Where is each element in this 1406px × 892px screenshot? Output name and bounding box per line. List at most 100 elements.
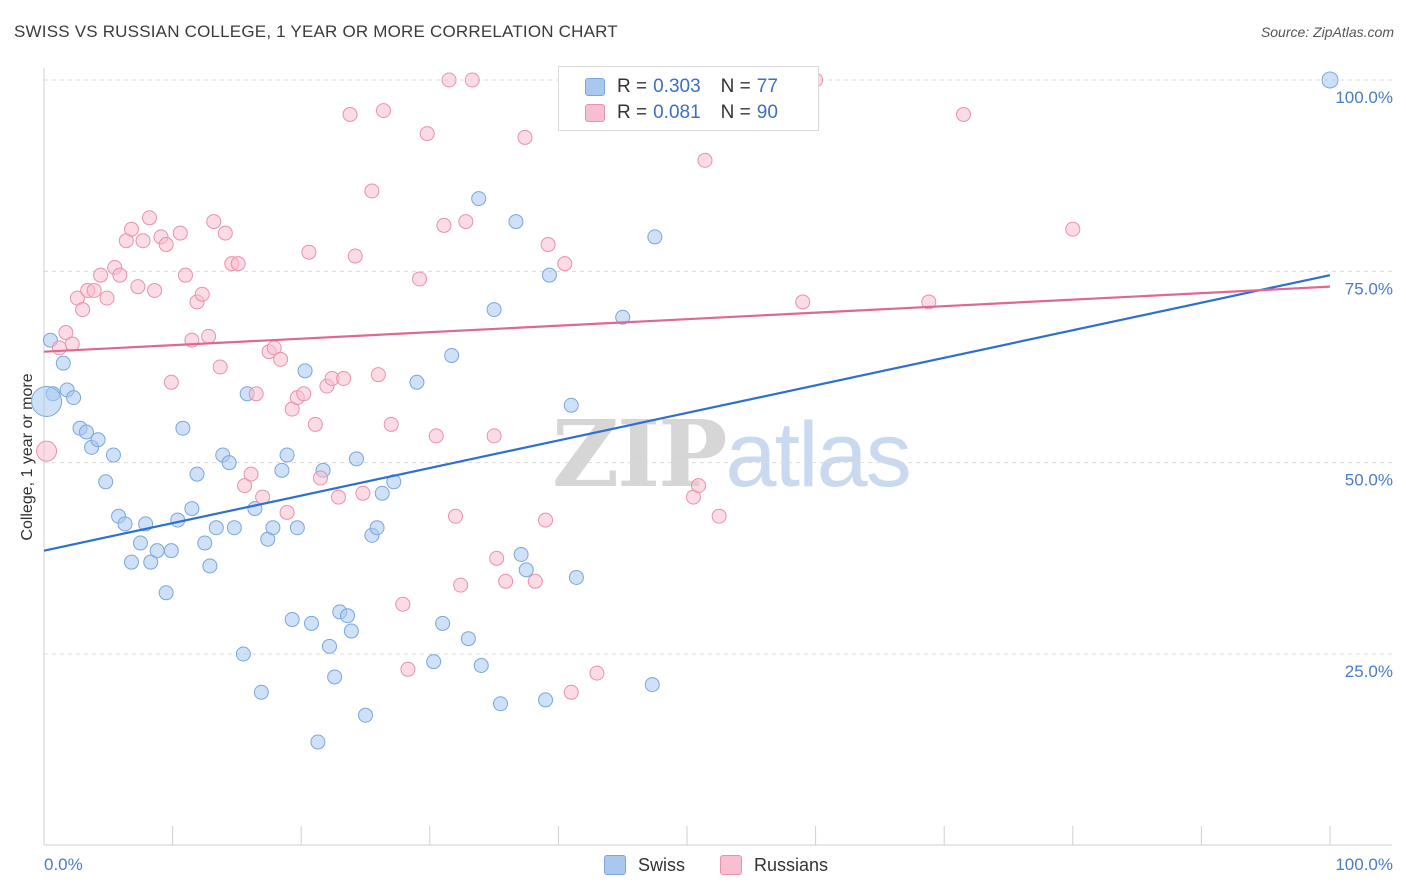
russians-point: [383, 416, 399, 432]
russians-point: [99, 290, 115, 306]
legend-n-value: 77: [756, 76, 778, 97]
swiss-point: [31, 385, 63, 417]
russians-point: [540, 237, 556, 253]
swiss-point: [184, 501, 200, 517]
swiss-point: [123, 554, 139, 570]
swiss-point: [117, 516, 133, 532]
legend-r-value: 0.303: [653, 76, 701, 97]
russians-point: [486, 428, 502, 444]
swiss-point: [55, 355, 71, 371]
swiss-point: [78, 424, 94, 440]
russians-point: [517, 129, 533, 145]
legend-row-russians: R = 0.081 N = 90: [585, 101, 778, 125]
swiss-point: [508, 214, 524, 230]
russians-point: [230, 256, 246, 272]
russians-point: [448, 508, 464, 524]
russians-point: [147, 282, 163, 298]
y-tick-label: 25.0%: [1345, 662, 1393, 681]
swiss-point: [202, 558, 218, 574]
swiss-point: [303, 615, 319, 631]
russians-point: [441, 72, 457, 88]
swiss-point: [444, 348, 460, 364]
correlation-legend: R = 0.303 N = 77 R = 0.081 N = 90: [558, 66, 819, 131]
russians-point: [141, 210, 157, 226]
series-swatch-swiss: [604, 855, 626, 875]
legend-swatch-russians: [585, 104, 605, 122]
series-swatch-russians: [720, 855, 742, 875]
russians-point: [557, 256, 573, 272]
russians-point: [212, 359, 228, 375]
russians-point: [489, 550, 505, 566]
swiss-point: [226, 520, 242, 536]
swiss-point: [297, 363, 313, 379]
russians-point: [1065, 221, 1081, 237]
swiss-point: [563, 397, 579, 413]
russians-point: [296, 386, 312, 402]
russians-point: [428, 428, 444, 444]
y-tick-label: 50.0%: [1345, 471, 1393, 490]
russians-point: [237, 478, 253, 494]
russians-point: [563, 684, 579, 700]
swiss-point: [435, 615, 451, 631]
swiss-point: [143, 554, 159, 570]
legend-n-label: N =: [720, 102, 751, 123]
chart-title: SWISS VS RUSSIAN COLLEGE, 1 YEAR OR MORE…: [14, 22, 618, 41]
swiss-point: [253, 684, 269, 700]
legend-r-label: R =: [617, 76, 648, 97]
russians-point: [177, 267, 193, 283]
legend-r-label: R =: [617, 102, 648, 123]
swiss-point: [486, 302, 502, 318]
russians-point: [453, 577, 469, 593]
swiss-point: [163, 543, 179, 559]
russians-point: [135, 233, 151, 249]
russians-point: [711, 508, 727, 524]
russians-point: [376, 103, 392, 119]
russians-point: [370, 367, 386, 383]
chart-source: Source: ZipAtlas.com: [1260, 24, 1394, 40]
y-tick-label: 75.0%: [1345, 279, 1393, 298]
russians-point: [412, 271, 428, 287]
russians-point: [691, 478, 707, 494]
russians-point: [273, 351, 289, 367]
legend-row-swiss: R = 0.303 N = 77: [585, 75, 778, 99]
russians-point: [86, 282, 102, 298]
swiss-point: [132, 535, 148, 551]
swiss-point: [358, 707, 373, 723]
russians-point: [527, 573, 543, 589]
swiss-point: [339, 608, 355, 624]
swiss-point: [541, 267, 557, 283]
series-legend-swiss[interactable]: Swiss: [604, 852, 685, 878]
russians-point: [436, 217, 452, 233]
russians-point: [58, 325, 74, 341]
watermark-atlas: atlas: [725, 404, 911, 506]
swiss-point: [460, 631, 476, 647]
russians-point: [307, 416, 323, 432]
grid-lines: [44, 79, 1392, 655]
swiss-point: [644, 677, 660, 693]
series-legend-russians[interactable]: Russians: [720, 852, 828, 878]
x-tick-label: 0.0%: [44, 855, 83, 874]
russians-point: [330, 489, 346, 505]
trend-lines: [43, 274, 1331, 552]
russians-point: [243, 466, 259, 482]
axes: [43, 68, 1392, 846]
swiss-point: [374, 485, 390, 501]
russians-point: [123, 221, 139, 237]
russians-point: [419, 126, 435, 142]
russians-point: [355, 485, 371, 501]
legend-n-value: 90: [756, 102, 778, 123]
russians-point: [336, 370, 352, 386]
swiss-point: [274, 462, 290, 478]
russians-point: [955, 106, 971, 122]
russians-point: [342, 106, 358, 122]
swiss-point: [265, 520, 281, 536]
swiss-point: [235, 646, 251, 662]
russians-point: [347, 248, 363, 264]
swiss-point: [284, 612, 300, 628]
swiss-point: [471, 191, 487, 207]
swiss-point: [221, 455, 237, 471]
swiss-point: [518, 562, 534, 578]
russians-point: [795, 294, 811, 310]
russians-point: [395, 596, 411, 612]
